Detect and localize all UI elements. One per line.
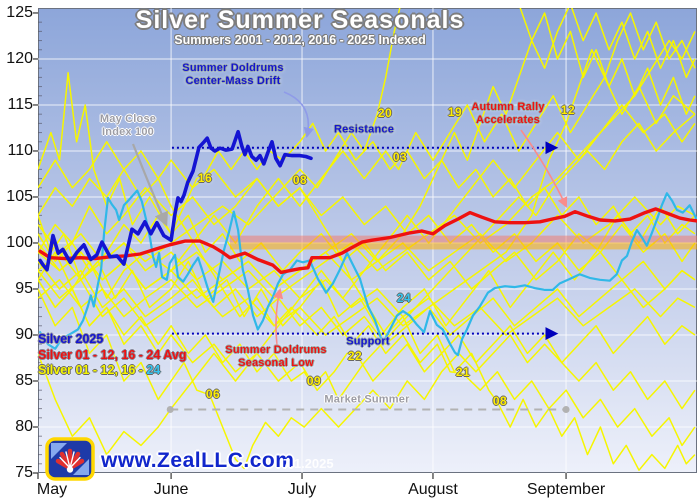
year-line-2010 <box>38 31 696 318</box>
annotation-market-summer: Market Summer <box>324 393 410 406</box>
annotation-autumn-rally: Autumn Rally Accelerates <box>471 100 545 126</box>
year-line-2017 <box>38 141 696 290</box>
year-label-09: 09 <box>306 374 322 388</box>
drift-band-top <box>229 235 697 243</box>
chart-title: Silver Summer Seasonals <box>135 6 465 34</box>
market-summer-line-dot <box>562 406 570 414</box>
annotation-seasonal-low: Summer Doldrums Seasonal Low <box>225 343 327 369</box>
year-line-2001 <box>38 205 696 336</box>
y-axis-label-100: 100 <box>6 233 33 251</box>
year-label-24: 24 <box>396 291 412 305</box>
y-axis-label-115: 115 <box>7 95 33 113</box>
legend-years: Silver 01 - 12, 16 - 24 <box>38 363 186 379</box>
logo-stripe <box>73 459 89 475</box>
annotation-resistance: Resistance <box>333 123 395 136</box>
x-axis-label-may: May <box>36 481 68 498</box>
chart-subtitle: Summers 2001 - 2012, 2016 - 2025 Indexed <box>174 33 426 47</box>
drift-band-bottom <box>229 242 697 250</box>
legend-2024-suffix: 24 <box>146 363 161 377</box>
y-axis-label-85: 85 <box>15 371 33 389</box>
market-summer-line-dot <box>166 406 174 414</box>
y-axis-label-120: 120 <box>6 49 33 67</box>
chart-date: 7.1.2025 <box>283 456 334 471</box>
year-line-2020 <box>38 8 696 281</box>
y-axis-label-110: 110 <box>7 141 33 159</box>
series-line-Silver 2024 <box>39 189 697 357</box>
x-axis-label-august: August <box>408 481 458 498</box>
logo-stripe <box>51 443 67 459</box>
year-line-2009 <box>38 113 696 401</box>
year-label-20: 20 <box>377 106 393 120</box>
x-axis-label-july: July <box>287 481 317 498</box>
year-line-2021 <box>38 168 696 447</box>
year-line-2019 <box>38 8 696 299</box>
year-label-12: 12 <box>560 103 576 117</box>
year-line-2006 <box>38 288 696 470</box>
x-axis-label-september: September <box>526 481 606 498</box>
year-label-22: 22 <box>347 349 363 363</box>
y-axis-label-105: 105 <box>6 187 33 205</box>
year-line-2011 <box>38 104 696 456</box>
legend-silver-2025: Silver 2025 <box>38 332 104 346</box>
legend-years-prefix: Silver 01 - 12, 16 - <box>38 363 147 377</box>
drift-arrow <box>283 91 314 139</box>
y-axis-label-90: 90 <box>15 325 33 343</box>
year-label-08: 08 <box>292 173 308 187</box>
y-axis-label-75: 75 <box>15 464 33 481</box>
series-group <box>38 8 697 471</box>
year-line-2007 <box>38 260 696 345</box>
annotation-support: Support <box>346 335 390 348</box>
may-close-arrow <box>131 143 168 227</box>
series-line-Silver 01 - 12, 16 - 24 Avg <box>38 207 697 275</box>
autumn-arrow <box>520 129 568 208</box>
year-label-19: 19 <box>447 105 463 119</box>
series-line-Silver 2025 <box>38 129 313 272</box>
year-line-2023 <box>38 224 696 336</box>
year-label-03: 03 <box>392 150 408 164</box>
zeal-url-link[interactable]: www.ZealLLC.com <box>101 449 295 472</box>
y-axis-label-95: 95 <box>15 279 33 297</box>
year-line-2022 <box>38 279 696 410</box>
seasonal-low-arrow <box>273 287 284 346</box>
y-axis-label-125: 125 <box>6 3 33 21</box>
year-line-2012 <box>38 12 696 336</box>
year-label-08: 08 <box>492 394 508 408</box>
legend: Silver 2025 Silver 01 - 12, 16 - 24 Avg … <box>38 332 186 379</box>
x-axis-label-june: June <box>153 481 189 498</box>
annotation-drift: Summer Doldrums Center-Mass Drift <box>182 61 284 87</box>
year-line-2003 <box>38 76 696 299</box>
annotation-may-close: May Close Index 100 <box>99 112 157 138</box>
year-label-16: 16 <box>197 171 213 185</box>
year-label-21: 21 <box>455 365 471 379</box>
legend-average: Silver 01 - 12, 16 - 24 Avg <box>38 347 187 362</box>
zeal-logo <box>45 437 95 481</box>
y-axis-label-80: 80 <box>15 417 33 435</box>
year-label-06: 06 <box>205 387 221 401</box>
